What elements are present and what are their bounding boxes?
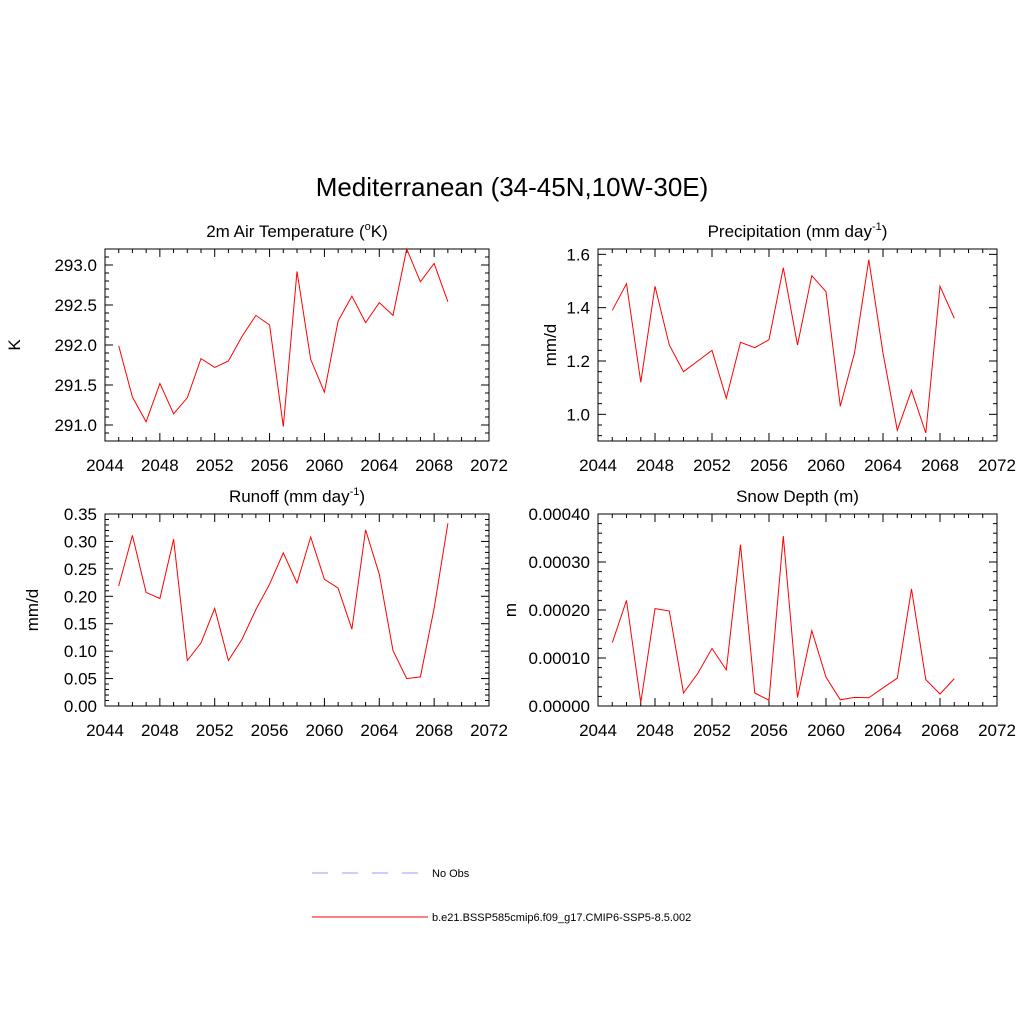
air-temperature-xtick-label: 2056	[251, 456, 289, 475]
air-temperature-ytick-label: 292.0	[54, 336, 97, 355]
air-temperature-ytick-label: 293.0	[54, 256, 97, 275]
panel-precipitation: Precipitation (mm day-1) mm/d 2044 2048 2052…	[541, 221, 1016, 475]
snow-depth-xtick-label: 2056	[750, 721, 788, 740]
air-temperature-ytick-label: 291.0	[54, 416, 97, 435]
snow-depth-ytick-label: 0.00040	[529, 505, 590, 524]
runoff-ytick-label: 0.25	[64, 560, 97, 579]
snow-depth-xtick-label: 2052	[693, 721, 731, 740]
runoff-ytick-label: 0.00	[64, 697, 97, 716]
air-temperature-plot-frame	[104, 248, 490, 442]
precipitation-ytick-label: 1.0	[566, 405, 590, 424]
precipitation-xtick-label: 2068	[921, 456, 959, 475]
air-temperature-title: 2m Air Temperature (oK)	[206, 221, 388, 241]
runoff-ytick-label: 0.15	[64, 615, 97, 634]
snow-depth-series-line	[611, 536, 955, 703]
panel-snow-depth: Snow Depth (m) m 2044 2048 2052 2056 2060 2064 2…	[501, 487, 1016, 740]
precipitation-xtick-label: 2044	[579, 456, 617, 475]
panel-air-temperature: 2m Air Temperature (oK) K 2044 2048 2052 2056…	[5, 221, 508, 475]
main-title: Mediterranean (34-45N,10W-30E)	[316, 172, 709, 202]
legend-label-no-obs: No Obs	[432, 868, 470, 880]
panel-runoff: Runoff (mm day-1) mm/d 2044 2048 2052 2056 206…	[23, 486, 508, 740]
snow-depth-plot-frame	[597, 513, 998, 707]
runoff-title: Runoff (mm day-1)	[229, 486, 365, 506]
snow-depth-xtick-label: 2064	[864, 721, 902, 740]
runoff-xtick-label: 2064	[360, 721, 398, 740]
precipitation-xtick-label: 2060	[807, 456, 845, 475]
air-temperature-xtick-label: 2044	[86, 456, 124, 475]
snow-depth-ytick-label: 0.00030	[529, 553, 590, 572]
snow-depth-xtick-label: 2048	[636, 721, 674, 740]
precipitation-ytick-label: 1.6	[566, 245, 590, 264]
runoff-series-line	[118, 523, 449, 680]
air-temperature-xtick-label: 2052	[196, 456, 234, 475]
air-temperature-xtick-label: 2072	[470, 456, 508, 475]
runoff-xtick-label: 2044	[86, 721, 124, 740]
runoff-xtick-label: 2060	[306, 721, 344, 740]
runoff-ytick-label: 0.35	[64, 505, 97, 524]
runoff-ytick-label: 0.30	[64, 532, 97, 551]
runoff-xtick-label: 2056	[251, 721, 289, 740]
runoff-ytick-label: 0.05	[64, 670, 97, 689]
precipitation-xtick-label: 2052	[693, 456, 731, 475]
precipitation-ylabel: mm/d	[541, 324, 560, 367]
precipitation-xtick-label: 2056	[750, 456, 788, 475]
runoff-xtick-label: 2068	[415, 721, 453, 740]
snow-depth-ytick-label: 0.00020	[529, 601, 590, 620]
legend: No Obs b.e21.BSSP585cmip6.f09_g17.CMIP6-…	[312, 868, 691, 924]
precipitation-ytick-label: 1.2	[566, 352, 590, 371]
runoff-plot-frame	[104, 513, 490, 707]
precipitation-xtick-label: 2048	[636, 456, 674, 475]
legend-label-model: b.e21.BSSP585cmip6.f09_g17.CMIP6-SSP5-8.…	[432, 912, 691, 924]
snow-depth-xtick-label: 2072	[978, 721, 1016, 740]
runoff-ytick-label: 0.10	[64, 642, 97, 661]
snow-depth-xtick-label: 2060	[807, 721, 845, 740]
precipitation-title: Precipitation (mm day-1)	[708, 221, 888, 241]
snow-depth-title: Snow Depth (m)	[736, 487, 859, 506]
runoff-xtick-label: 2052	[196, 721, 234, 740]
runoff-xtick-label: 2048	[141, 721, 179, 740]
runoff-ytick-label: 0.20	[64, 587, 97, 606]
precipitation-xtick-label: 2072	[978, 456, 1016, 475]
precipitation-series-line	[611, 259, 955, 434]
air-temperature-ytick-label: 291.5	[54, 376, 97, 395]
air-temperature-xtick-label: 2068	[415, 456, 453, 475]
air-temperature-ytick-label: 292.5	[54, 296, 97, 315]
precipitation-xtick-label: 2064	[864, 456, 902, 475]
runoff-xtick-label: 2072	[470, 721, 508, 740]
air-temperature-xtick-label: 2064	[360, 456, 398, 475]
snow-depth-ytick-label: 0.00000	[529, 697, 590, 716]
air-temperature-xtick-label: 2048	[141, 456, 179, 475]
snow-depth-xtick-label: 2044	[579, 721, 617, 740]
snow-depth-xtick-label: 2068	[921, 721, 959, 740]
air-temperature-series-line	[118, 247, 449, 427]
precipitation-ytick-label: 1.4	[566, 299, 590, 318]
air-temperature-xtick-label: 2060	[306, 456, 344, 475]
air-temperature-ylabel: K	[5, 339, 24, 351]
runoff-ylabel: mm/d	[23, 589, 42, 632]
snow-depth-ytick-label: 0.00010	[529, 649, 590, 668]
snow-depth-ylabel: m	[501, 603, 520, 617]
